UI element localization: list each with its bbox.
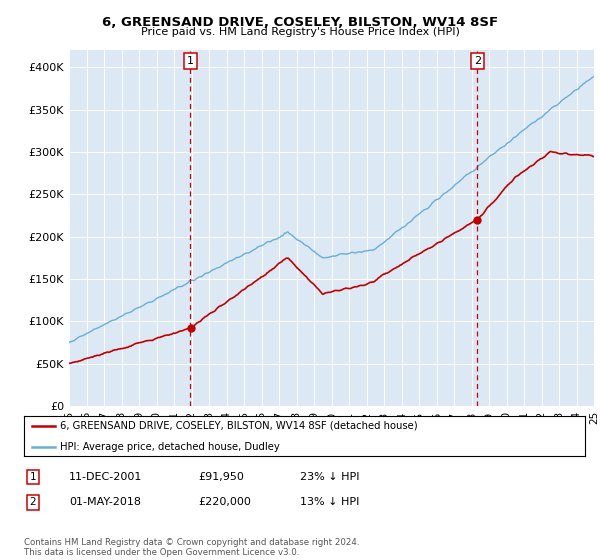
Text: 01-MAY-2018: 01-MAY-2018 [69, 497, 141, 507]
Text: 6, GREENSAND DRIVE, COSELEY, BILSTON, WV14 8SF (detached house): 6, GREENSAND DRIVE, COSELEY, BILSTON, WV… [61, 421, 418, 431]
Text: 11-DEC-2001: 11-DEC-2001 [69, 472, 142, 482]
Text: 1: 1 [187, 56, 194, 66]
Text: 13% ↓ HPI: 13% ↓ HPI [300, 497, 359, 507]
Text: Price paid vs. HM Land Registry's House Price Index (HPI): Price paid vs. HM Land Registry's House … [140, 27, 460, 37]
Text: HPI: Average price, detached house, Dudley: HPI: Average price, detached house, Dudl… [61, 442, 280, 452]
Text: Contains HM Land Registry data © Crown copyright and database right 2024.
This d: Contains HM Land Registry data © Crown c… [24, 538, 359, 557]
Text: 1: 1 [29, 472, 37, 482]
Text: 6, GREENSAND DRIVE, COSELEY, BILSTON, WV14 8SF: 6, GREENSAND DRIVE, COSELEY, BILSTON, WV… [102, 16, 498, 29]
Text: £220,000: £220,000 [198, 497, 251, 507]
Text: £91,950: £91,950 [198, 472, 244, 482]
Text: 2: 2 [29, 497, 37, 507]
Text: 23% ↓ HPI: 23% ↓ HPI [300, 472, 359, 482]
Text: 2: 2 [474, 56, 481, 66]
